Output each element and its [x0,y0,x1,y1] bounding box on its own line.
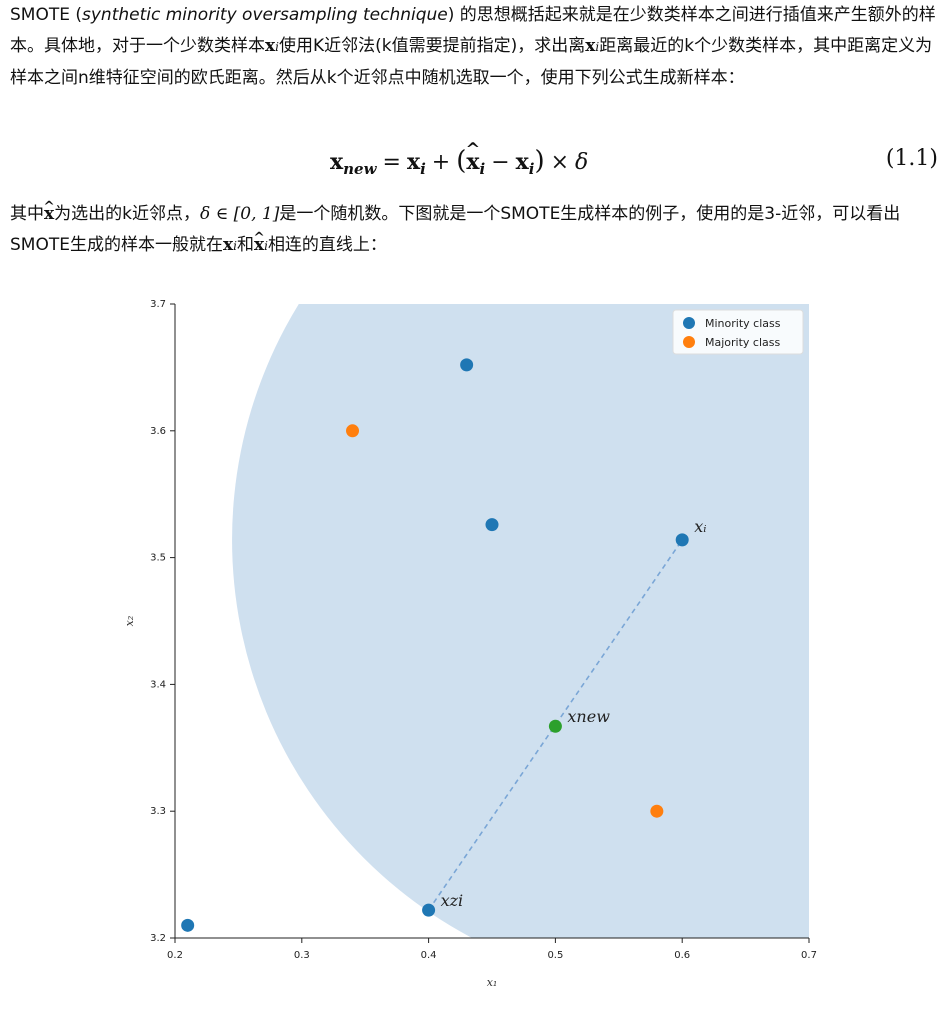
equation-block: xnew=xi+(xi−xi)×δ (1.1) [0,146,950,182]
after-text-3: 是一个随机数。下图就是一个SMOTE生成样本的例子，使用的是3-近邻，可以看出S… [10,204,901,255]
math-xi: xi [265,36,279,56]
after-text-1: 其中 [10,204,44,224]
interpolation-segment [427,539,683,911]
minority-class-point [485,518,499,532]
intro-italic-term: synthetic minority oversampling techniqu… [82,5,448,25]
intro-text-4: 使用K近邻法(k值需要提前指定)，求出离 [278,36,586,56]
intro-text-3: ) 的思想概括起来就是在少数类样本之间进行插值来产生额外的样本。具体地，对于一个… [10,5,936,56]
y-tick-label: 3.5 [150,553,166,564]
equation-formula: xnew=xi+(xi−xi)×δ [330,146,588,178]
minority-class-point [422,903,436,917]
point-annotation: xzi [441,891,464,910]
y-tick-label: 3.3 [150,806,166,817]
minority-class-point [675,533,689,547]
legend-label-majority-class: Majority class [705,336,780,349]
math-xhat: x [44,199,54,230]
intro-text-5: 距离最近的k个少数类样本，其中距离定义为样本之间n维特征空间的欧氏距离。然后从k… [10,36,933,88]
legend-box [672,309,804,355]
smote-figure: 0.2 0.3 0.4 0.5 0.6 0.7 3.2 3.3 3.4 3.5 3.6 3.7 x₁ x₂… [105,282,843,1002]
after-paragraph: 其中x为选出的k近邻点，δ ∈ [0, 1]是一个随机数。下图就是一个SMOTE… [10,199,940,262]
legend-label-minority-class: Minority class [705,317,781,330]
majority-class-point [650,804,664,818]
math-xi-2: xi [585,36,600,56]
equation-number: (1.1) [885,146,938,171]
after-text-5: 相连的直线上： [267,235,387,255]
x-tick-label: 0.5 [547,950,563,961]
neighbourhood-region [232,304,809,938]
legend-marker-minority-class [683,317,695,329]
legend-marker-majority-class [683,336,695,348]
x-tick-label: 0.2 [167,950,183,961]
majority-class-point [346,424,360,438]
after-text-4: 和 [236,235,254,255]
math-xi-3: xi [222,235,237,255]
y-tick-label: 3.2 [150,933,166,944]
x-tick-label: 0.4 [421,950,437,961]
point-annotation: xnew [567,707,610,726]
point-annotation: xᵢ [694,517,706,536]
math-xhat-i: xi [254,235,268,255]
y-tick-label: 3.4 [150,679,166,690]
intro-paragraph: SMOTE (synthetic minority oversampling t… [10,0,940,94]
smote-scatter-chart: 0.2 0.3 0.4 0.5 0.6 0.7 3.2 3.3 3.4 3.5 3.6 3.7 x₁ x₂… [123,299,817,989]
x-tick-label: 0.7 [801,950,817,961]
x-tick-label: 0.3 [294,950,310,961]
after-text-2: 为选出的k近邻点， [54,204,200,224]
x-tick-label: 0.6 [674,950,690,961]
new-sample-point [548,719,562,733]
intro-text-1: SMOTE ( [10,5,83,25]
y-tick-label: 3.6 [150,426,166,437]
math-delta-range: δ ∈ [0, 1] [200,204,280,224]
y-axis-label: x₂ [123,616,136,627]
x-axis-label: x₁ [487,976,498,989]
minority-class-point [460,358,474,372]
y-tick-label: 3.7 [150,299,166,310]
minority-class-point [181,918,195,932]
